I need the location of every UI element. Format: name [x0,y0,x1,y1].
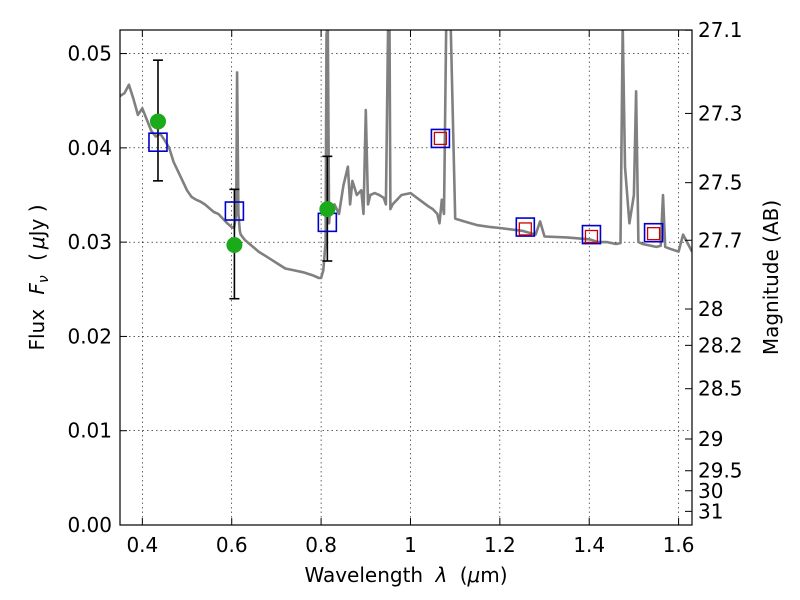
model-photometry-inner-square [646,227,661,241]
x-axis-label-unit-mu: μ [467,563,481,587]
model-photometry-square [643,222,664,243]
y-tick-label: 0.04 [67,136,112,160]
observed-flux-point [226,236,243,253]
data-points [148,113,664,253]
observed-flux-point [319,201,336,218]
x-tick-label: 0.8 [305,533,337,557]
model-photometry-square [581,224,602,245]
x-axis-label: Wavelength λ (μm) [304,563,507,587]
plot-frame [119,29,693,526]
mag-tick-label: 31 [698,499,723,523]
mag-tick-label: 29.5 [698,459,743,483]
x-tick-label: 1.4 [573,533,605,557]
y-axis-label-unit-rest: Jy ) [25,204,49,238]
model-photometry-square [515,217,536,237]
model-photometry-inner-square [433,131,448,146]
observed-flux-point [149,113,166,130]
x-axis-label-text: Wavelength [304,563,423,587]
mag-tick-label: 27.1 [698,18,743,42]
y2-axis-label: Magnitude (AB) [759,200,783,355]
model-photometry-square [430,128,451,149]
x-tick-label: 0.6 [216,533,248,557]
spectrum-layer [120,30,692,280]
model-photometry-inner-square [518,222,532,236]
error-bars [152,59,333,300]
y-tick-label: 0.01 [67,419,112,443]
y-tick-label: 0.05 [67,42,112,66]
mag-tick-label: 27.3 [698,101,743,125]
y-axis-label-symbol: F [25,283,49,295]
mag-tick-label: 27.5 [698,171,743,195]
y-tick-label: 0.03 [67,230,112,254]
y-axis-label-unit-open: ( [25,253,49,261]
x-axis-label-unit-rest: m) [480,563,507,587]
y-axis-label: Flux Fν ( μJy ) [25,204,53,350]
x-tick-label: 0.4 [126,533,158,557]
y-axis-label-symbol-sub: ν [36,275,52,283]
y-axis-label-text: Flux [25,309,49,351]
x-axis-label-unit-open: ( [460,563,468,587]
mag-tick-label: 28.2 [698,333,743,357]
model-spectrum-line [120,30,692,280]
grid-layer [120,30,692,526]
x-axis-label-symbol: λ [434,563,447,587]
model-photometry-square [224,201,245,221]
y-tick-label: 0.00 [67,513,112,537]
x-tick-label: 1.6 [663,533,695,557]
model-photometry-square [148,132,168,152]
x-tick-label: 1 [404,533,417,557]
mag-tick-label: 29 [698,427,723,451]
model-photometry-inner-square [584,229,599,244]
ticks-layer: 0.4 0.6 0.8 1 1.2 1.4 1.6 0.00 0.01 0.02 0.03 0.04 0… [67,18,742,557]
mag-tick-label: 28 [698,297,723,321]
mag-tick-label: 27.7 [698,228,743,252]
x-tick-label: 1.2 [484,533,516,557]
mag-tick-label: 28.5 [698,377,743,401]
y-tick-label: 0.02 [67,324,112,348]
y-axis-label-unit-mu: μ [25,236,49,250]
mag-tick-label: 30 [698,479,723,503]
